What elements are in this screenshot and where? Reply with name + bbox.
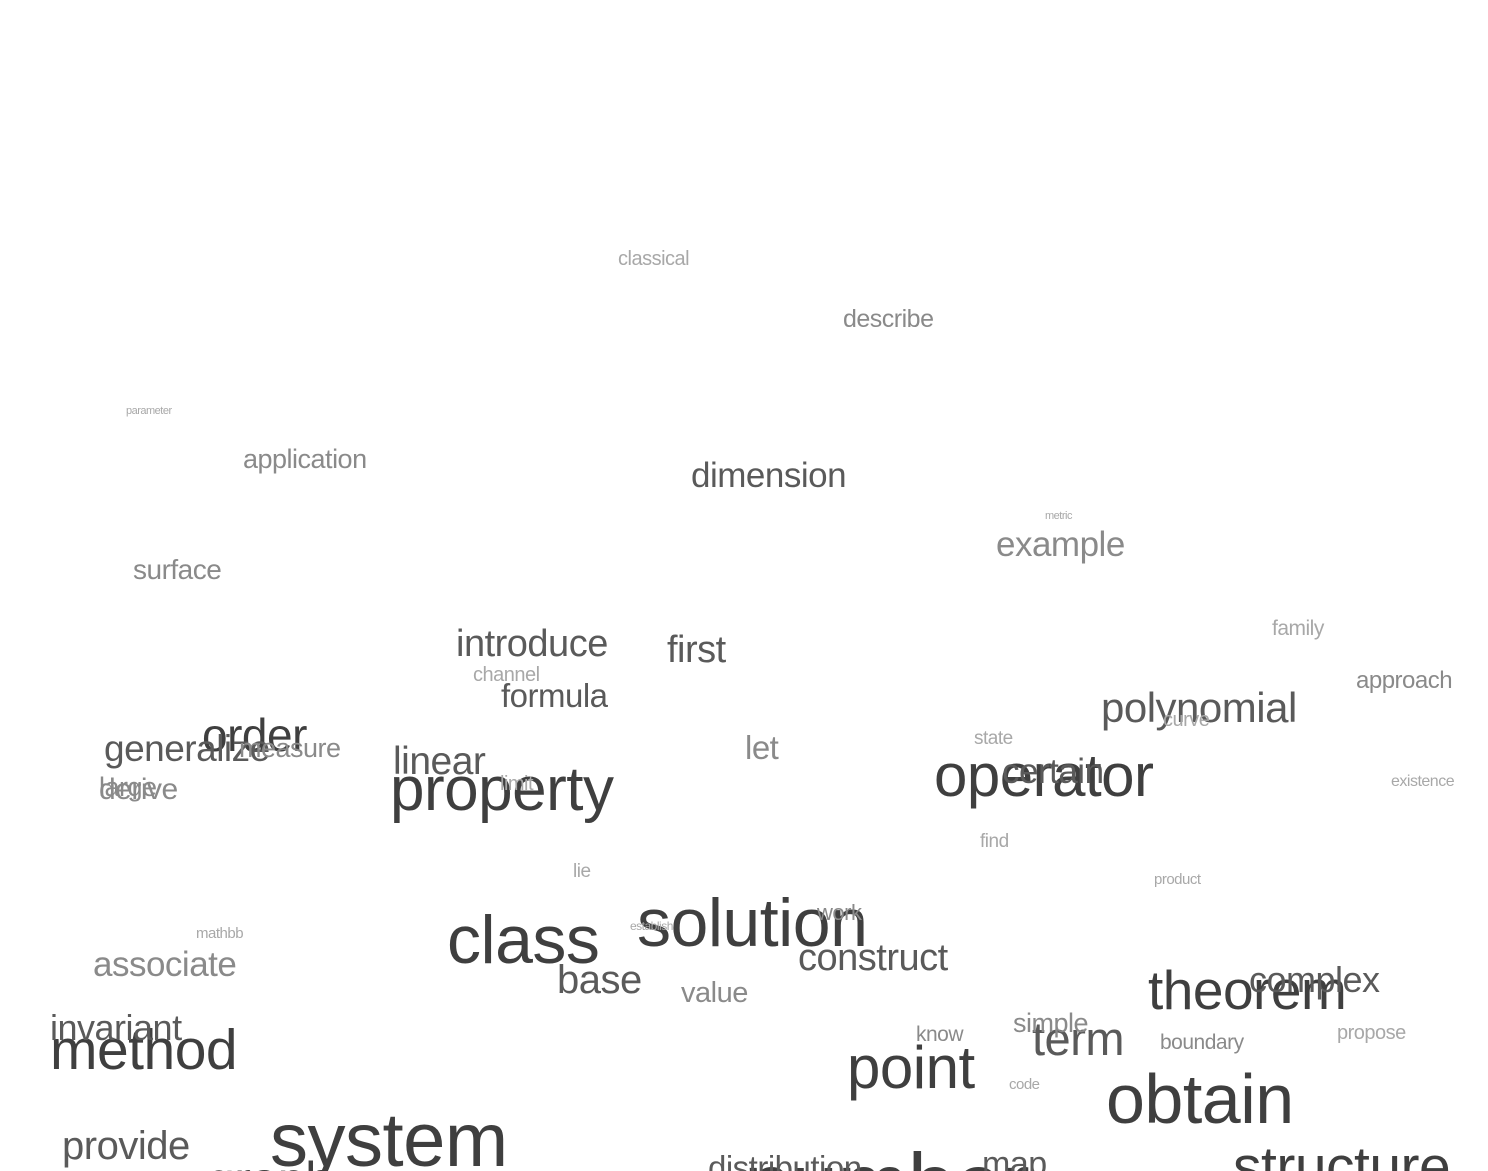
word-code: code: [1009, 1076, 1040, 1094]
word-family: family: [1272, 617, 1324, 641]
word-method: method: [50, 1017, 238, 1082]
word-order: order: [202, 709, 307, 762]
word-application: application: [243, 444, 367, 475]
word-obtain: obtain: [1106, 1059, 1294, 1138]
word-large: large: [99, 772, 157, 803]
word-channel: channel: [473, 664, 540, 687]
word-work: work: [817, 900, 862, 926]
word-surface: surface: [133, 554, 222, 586]
word-generalize: generalize: [104, 728, 270, 770]
word-term: term: [1032, 1011, 1125, 1065]
word-approach: approach: [1356, 666, 1453, 694]
word-linear: linear: [393, 739, 486, 783]
word-simple: simple: [1013, 1008, 1089, 1039]
word-invariant: invariant: [50, 1007, 182, 1049]
word-solution: solution: [637, 885, 868, 962]
word-graph: graph: [207, 1155, 333, 1171]
word-point: point: [847, 1034, 975, 1102]
word-establish: establish: [630, 919, 673, 934]
word-system: system: [270, 1098, 508, 1171]
word-dimension: dimension: [691, 456, 847, 496]
word-introduce: introduce: [456, 623, 608, 666]
word-find: find: [980, 830, 1009, 852]
word-property: property: [390, 754, 614, 824]
word-mathbb: mathbb: [196, 925, 244, 943]
word-metric: metric: [1045, 509, 1072, 522]
word-state: state: [974, 727, 1013, 749]
word-existence: existence: [1391, 772, 1455, 790]
word-distribution: distribution: [708, 1148, 862, 1171]
word-product: product: [1154, 871, 1201, 889]
word-operator: operator: [934, 742, 1154, 810]
word-parameter: parameter: [126, 404, 172, 417]
word-derive: derive: [99, 773, 178, 807]
word-first: first: [667, 629, 726, 672]
word-structure: structure: [1233, 1134, 1451, 1171]
word-polynomial: polynomial: [1101, 683, 1297, 731]
word-construct: construct: [798, 937, 948, 980]
word-curve: curve: [1163, 709, 1210, 732]
word-value: value: [681, 977, 748, 1010]
word-classical: classical: [618, 248, 690, 271]
word-theorem: theorem: [1148, 958, 1347, 1021]
word-number: number: [744, 1142, 1030, 1171]
word-example: example: [996, 525, 1125, 565]
word-lie: lie: [573, 860, 591, 882]
word-map: map: [982, 1144, 1047, 1171]
word-formula: formula: [501, 676, 608, 714]
word-let: let: [745, 728, 779, 766]
word-class: class: [447, 902, 600, 979]
word-propose: propose: [1337, 1022, 1406, 1045]
word-associate: associate: [93, 945, 237, 985]
word-describe: describe: [843, 304, 934, 333]
word-certain: certain: [1002, 752, 1104, 792]
word-boundary: boundary: [1160, 1031, 1244, 1055]
word-measure: measure: [239, 733, 341, 764]
word-limit: limit: [500, 773, 534, 796]
word-complex: complex: [1249, 959, 1380, 1001]
word-provide: provide: [62, 1123, 190, 1168]
word-base: base: [557, 957, 642, 1002]
word-know: know: [916, 1023, 964, 1047]
